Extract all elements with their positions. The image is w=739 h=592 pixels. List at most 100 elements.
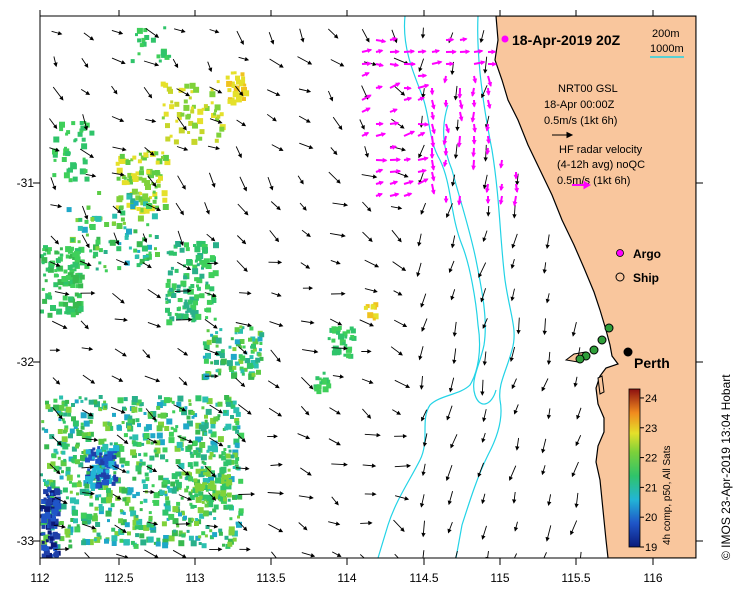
sst-pixel bbox=[98, 438, 105, 445]
sst-pixel bbox=[198, 535, 202, 539]
sst-pixel bbox=[165, 123, 170, 129]
sst-pixel bbox=[210, 470, 215, 475]
sst-pixel bbox=[205, 488, 209, 492]
sst-pixel bbox=[89, 495, 93, 499]
sst-pixel bbox=[195, 486, 202, 493]
sst-pixel bbox=[77, 474, 81, 478]
sst-pixel bbox=[165, 496, 170, 501]
sst-pixel bbox=[65, 471, 71, 477]
model-arrow-head bbox=[308, 384, 314, 390]
sst-pixel bbox=[50, 506, 55, 511]
sst-pixel bbox=[136, 241, 143, 248]
sst-pixel bbox=[191, 313, 196, 318]
model-arrow-head bbox=[120, 409, 126, 414]
model-arrow-head bbox=[183, 351, 189, 356]
sst-pixel bbox=[158, 59, 162, 63]
sst-pixel bbox=[240, 355, 246, 361]
model-arrow-head bbox=[181, 184, 186, 190]
model-arrow-head bbox=[250, 491, 256, 497]
model-arrow bbox=[513, 553, 518, 558]
sst-pixel bbox=[104, 222, 110, 227]
sst-pixel bbox=[58, 265, 63, 270]
radar-arrow-head bbox=[394, 62, 400, 68]
radar-scale-arrow bbox=[572, 180, 591, 190]
sst-pixel bbox=[319, 381, 323, 385]
radar-arrow-head bbox=[421, 168, 427, 174]
radar-arrow-head bbox=[472, 127, 477, 133]
sst-pixel bbox=[93, 538, 97, 542]
sst-pixel bbox=[72, 301, 79, 308]
sst-pixel bbox=[179, 406, 184, 412]
model-arrow-head bbox=[89, 36, 95, 41]
model-arrow-head bbox=[61, 524, 66, 529]
sst-pixel bbox=[168, 54, 172, 58]
sst-pixel bbox=[120, 519, 127, 526]
sst-pixel bbox=[135, 491, 140, 496]
sst-pixel bbox=[346, 353, 352, 359]
radar-arrow-head bbox=[394, 192, 400, 198]
sst-pixel bbox=[68, 178, 73, 183]
sst-pixel bbox=[73, 425, 78, 429]
sst-pixel bbox=[199, 273, 205, 279]
model-arrow-head bbox=[516, 329, 521, 335]
sst-pixel bbox=[188, 517, 194, 523]
sst-pixel bbox=[111, 541, 117, 546]
sst-pixel bbox=[227, 504, 233, 510]
ship-legend-symbol bbox=[615, 272, 625, 282]
sst-pixel bbox=[66, 474, 73, 481]
sst-pixel bbox=[161, 190, 168, 197]
sst-pixel bbox=[69, 480, 72, 484]
sst-pixel bbox=[108, 422, 113, 427]
sst-pixel bbox=[132, 494, 137, 499]
sst-pixel bbox=[181, 409, 188, 416]
sst-pixel bbox=[96, 478, 100, 482]
model-arrow-head bbox=[421, 532, 426, 538]
model-arrow-head bbox=[147, 263, 152, 269]
sst-pixel bbox=[60, 460, 67, 467]
model-arrow-head bbox=[445, 476, 450, 482]
model-arrow-head bbox=[211, 183, 216, 188]
sst-pixel bbox=[170, 426, 174, 430]
sst-pixel bbox=[227, 445, 231, 449]
sst-pixel bbox=[144, 35, 150, 40]
sst-pixel bbox=[132, 476, 137, 481]
model-current-arrows bbox=[49, 27, 582, 558]
sst-pixel bbox=[326, 383, 332, 389]
sst-pixel bbox=[40, 532, 44, 536]
sst-pixel bbox=[167, 271, 172, 276]
sst-pixel bbox=[188, 491, 193, 496]
sst-pixel bbox=[165, 500, 171, 506]
sst-pixel bbox=[327, 337, 331, 341]
model-arrow-head bbox=[116, 495, 122, 500]
sst-pixel bbox=[149, 456, 153, 460]
sst-pixel bbox=[69, 268, 75, 274]
sst-pixel bbox=[57, 429, 63, 434]
model-arrow-head bbox=[187, 288, 192, 294]
radar-arrow-head bbox=[422, 73, 428, 79]
sst-pixel bbox=[195, 452, 201, 458]
radar-arrow-head bbox=[434, 48, 441, 54]
sst-pixel bbox=[71, 121, 76, 126]
sst-pixel bbox=[136, 263, 141, 268]
sst-pixel bbox=[104, 538, 109, 544]
sst-pixel bbox=[163, 397, 170, 404]
sst-pixel bbox=[144, 257, 148, 261]
sst-pixel bbox=[165, 136, 171, 142]
sst-pixel bbox=[44, 428, 49, 433]
model-arrow-head bbox=[397, 291, 403, 296]
sst-pixel bbox=[77, 240, 81, 244]
sst-pixel bbox=[79, 121, 84, 125]
sst-pixel bbox=[206, 449, 210, 453]
sst-pixel bbox=[78, 217, 83, 222]
sst-pixel bbox=[211, 294, 217, 300]
model-arrow-head bbox=[122, 528, 127, 533]
model-arrow bbox=[455, 550, 458, 558]
sst-pixel bbox=[130, 200, 137, 207]
sst-pixel bbox=[225, 423, 232, 430]
sst-pixel bbox=[227, 498, 231, 502]
sst-pixel bbox=[88, 431, 94, 437]
sst-pixel bbox=[80, 422, 84, 426]
sst-pixel bbox=[64, 146, 67, 150]
sst-pixel bbox=[47, 247, 52, 252]
radar-arrow-head bbox=[419, 96, 425, 102]
